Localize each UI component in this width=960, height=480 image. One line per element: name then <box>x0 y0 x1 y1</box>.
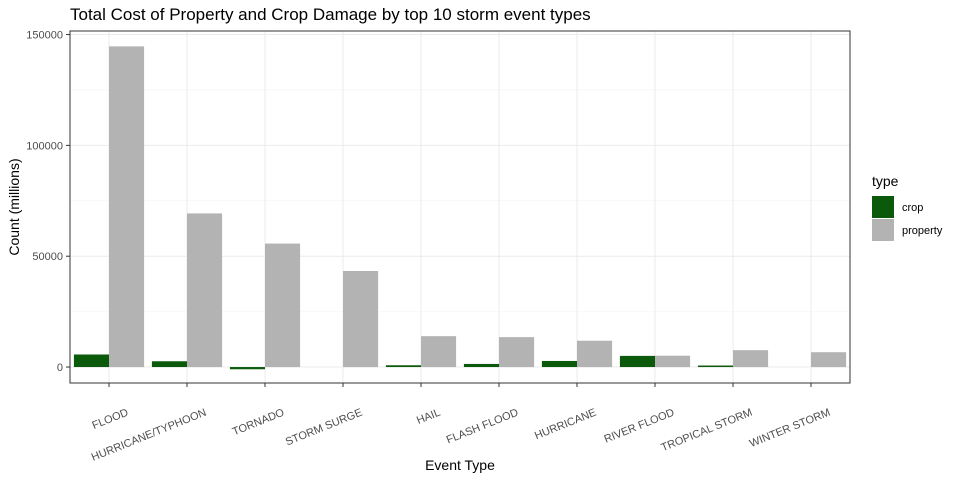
bar-property <box>733 350 769 368</box>
y-axis-title: Count (millions) <box>6 158 22 255</box>
x-tick-label: WINTER STORM <box>748 407 832 450</box>
bar-property <box>265 243 301 368</box>
x-tick-label: TORNADO <box>231 406 287 438</box>
x-tick-label: FLASH FLOOD <box>445 407 520 447</box>
y-axis: 0 50000 100000 150000 <box>26 30 70 374</box>
legend-key-crop <box>872 196 894 218</box>
bar-crop <box>541 360 577 368</box>
x-tick-label: HAIL <box>415 407 442 427</box>
chart-title: Total Cost of Property and Crop Damage b… <box>70 5 591 24</box>
legend-label-property: property <box>902 225 943 237</box>
bar-crop <box>385 365 421 368</box>
y-tick-label: 150000 <box>26 30 63 42</box>
legend: type crop property <box>872 173 943 241</box>
bar-property <box>499 337 535 368</box>
plot-panel <box>69 30 851 384</box>
bars <box>73 46 847 370</box>
bar-property <box>343 271 379 368</box>
bar-property <box>655 355 691 368</box>
legend-key-property <box>872 219 894 241</box>
bar-crop <box>229 367 265 370</box>
y-tick-label: 100000 <box>26 140 63 152</box>
bar-property <box>811 352 847 368</box>
gridlines <box>70 31 850 383</box>
legend-label-crop: crop <box>902 202 923 214</box>
x-axis-title: Event Type <box>425 457 495 473</box>
bar-property <box>421 336 457 368</box>
y-tick-label: 0 <box>57 362 63 374</box>
x-tick-label: STORM SURGE <box>284 407 364 449</box>
bar-crop <box>619 355 655 368</box>
x-tick-label: HURRICANE <box>533 407 598 443</box>
bar-crop <box>697 365 733 368</box>
bar-property <box>577 340 613 368</box>
bar-property <box>109 46 145 368</box>
legend-title: type <box>872 173 899 189</box>
bar-crop <box>463 363 499 368</box>
bar-crop <box>151 361 187 368</box>
bar-property <box>187 213 223 368</box>
y-tick-label: 50000 <box>32 251 63 263</box>
bar-crop <box>73 354 109 368</box>
panel-border <box>69 30 851 384</box>
x-tick-label: FLOOD <box>90 407 130 432</box>
